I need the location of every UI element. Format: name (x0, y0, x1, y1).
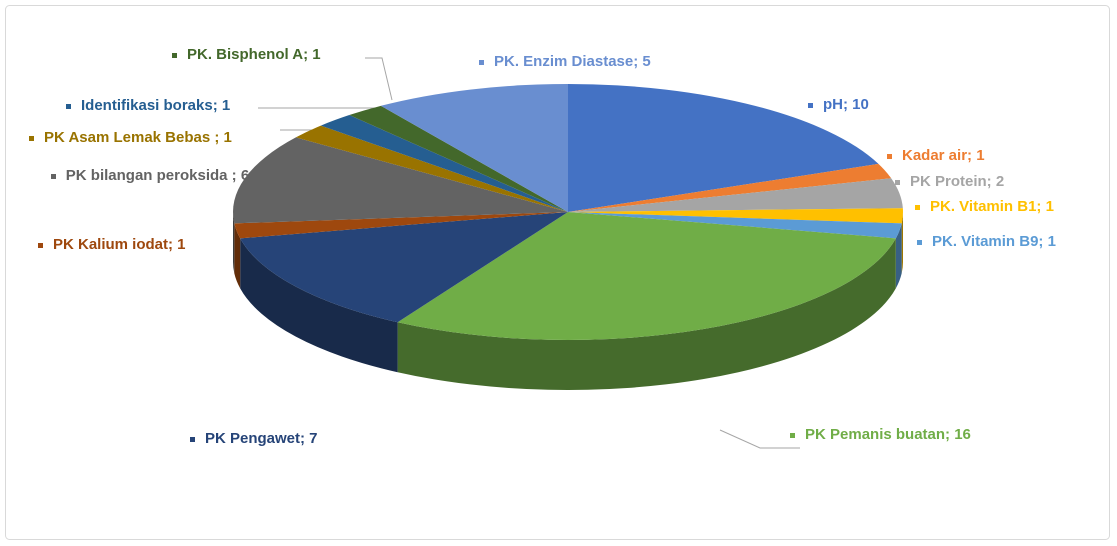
slice (568, 84, 879, 212)
label-text: PK bilangan peroksida ; 6 (65, 167, 250, 184)
slice-side (895, 223, 902, 289)
label-bullet (172, 52, 177, 58)
slice (240, 212, 568, 323)
data-label: PK Pengawet; 7 (190, 423, 318, 455)
slice-side (397, 238, 896, 390)
label-text: PK. Bisphenol A; 1 (187, 46, 321, 63)
label-text: PK Kalium iodat; 1 (53, 236, 186, 253)
data-label: PK Protein; 2 (895, 166, 1004, 198)
label-text: PK. Enzim Diastase; 5 (494, 53, 651, 70)
slice (380, 84, 568, 212)
label-text: PK Asam Lemak Bebas ; 1 (44, 129, 232, 146)
slice-side (233, 212, 235, 274)
label-bullet (190, 436, 195, 442)
label-bullet (790, 432, 795, 438)
label-bullet (38, 242, 43, 248)
slice (568, 208, 903, 224)
label-bullet (479, 59, 484, 65)
label-text: Identifikasi boraks; 1 (81, 97, 231, 114)
label-bullet (887, 153, 892, 159)
slice (234, 212, 568, 239)
data-label: PK. Vitamin B9; 1 (917, 226, 1056, 258)
label-text: PK. Vitamin B9; 1 (932, 233, 1056, 250)
leader-line (365, 57, 393, 101)
label-bullet (915, 204, 920, 210)
slice (320, 115, 568, 212)
slice (568, 178, 903, 212)
label-text: Kadar air; 1 (902, 147, 985, 164)
label-bullet (895, 179, 900, 185)
label-bullet (29, 135, 34, 141)
label-text: PK Protein; 2 (910, 173, 1005, 190)
slice-side (240, 238, 398, 373)
slice-side (901, 212, 903, 274)
slice (233, 137, 568, 224)
data-label: PK. Enzim Diastase; 5 (479, 46, 651, 78)
slice (349, 105, 568, 212)
data-label: PK bilangan peroksida ; 6 (30, 160, 270, 192)
slice (568, 163, 892, 212)
label-text: PK Pemanis buatan; 16 (805, 426, 971, 443)
data-label: pH; 10 (808, 89, 869, 121)
data-label: PK Asam Lemak Bebas ; 1 (29, 122, 232, 154)
label-text: pH; 10 (823, 96, 869, 113)
slice (397, 212, 896, 340)
data-label: PK. Vitamin B1; 1 (915, 191, 1054, 223)
slice-side (234, 223, 241, 289)
label-bullet (917, 239, 922, 245)
label-text: PK Pengawet; 7 (205, 430, 318, 447)
data-label: Identifikasi boraks; 1 (66, 90, 230, 122)
label-bullet (50, 173, 56, 179)
slice (295, 125, 568, 212)
label-bullet (808, 102, 813, 108)
data-label: Kadar air; 1 (887, 140, 985, 172)
label-text: PK. Vitamin B1; 1 (930, 198, 1054, 215)
data-label: PK. Bisphenol A; 1 (172, 39, 321, 71)
data-label: PK Kalium iodat; 1 (38, 229, 186, 261)
slice (568, 212, 902, 239)
label-bullet (66, 103, 71, 109)
leader-line (719, 429, 800, 449)
data-label: PK Pemanis buatan; 16 (790, 419, 971, 451)
